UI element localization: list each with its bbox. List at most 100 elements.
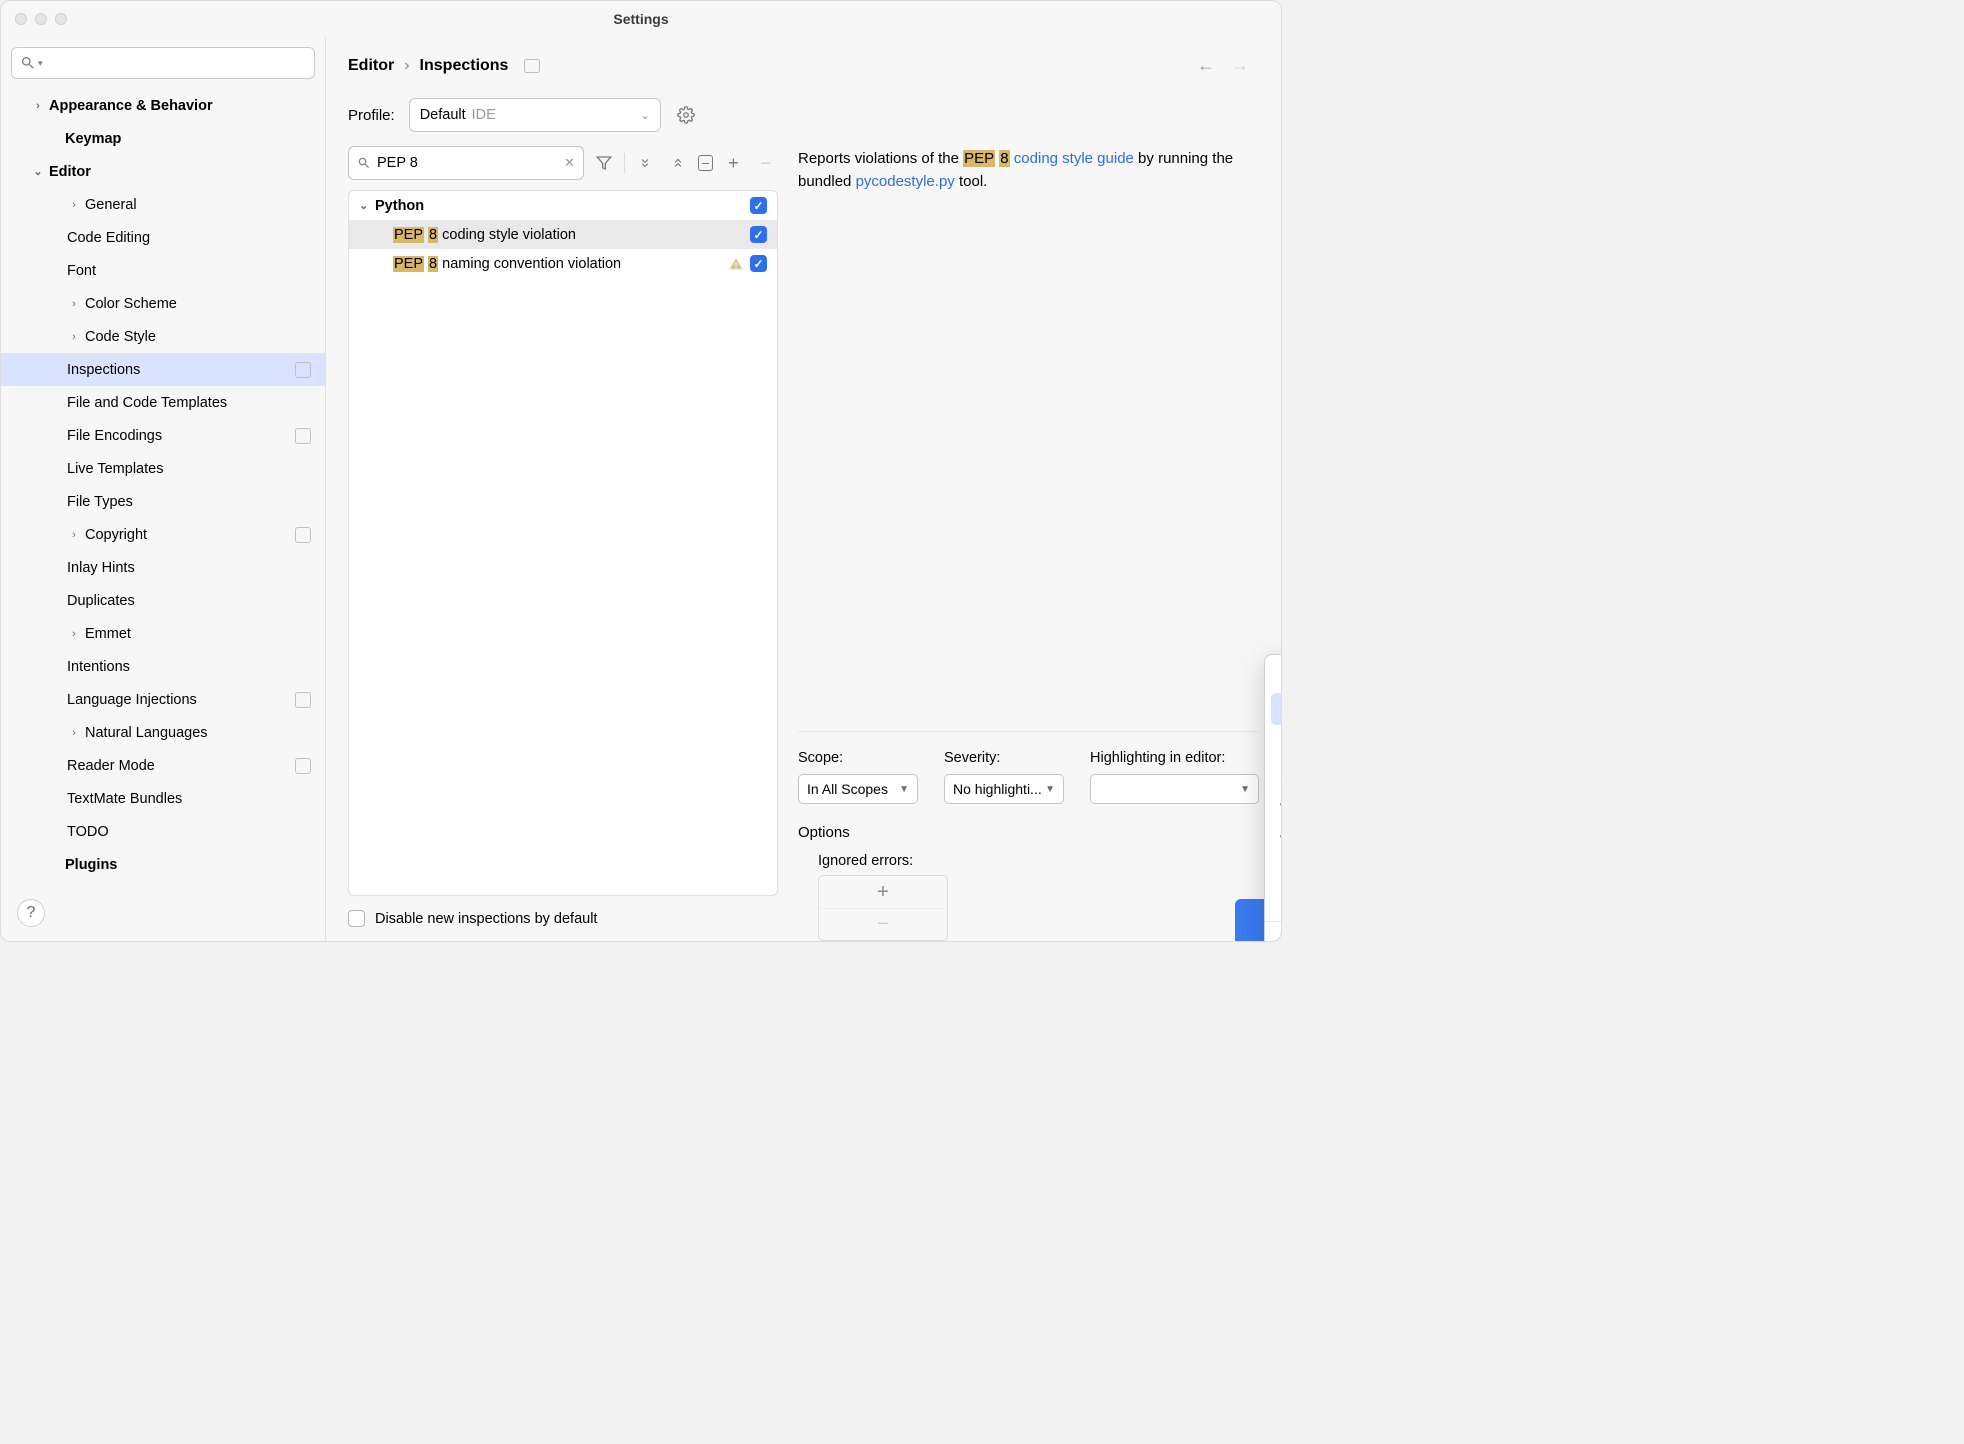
sidebar-item[interactable]: Keymap — [1, 122, 325, 155]
main-panel: Editor › Inspections ← → Profile: Defaul… — [326, 37, 1281, 941]
add-ignored-button[interactable]: + — [819, 876, 947, 908]
blank-icon — [1279, 893, 1282, 909]
remove-ignored-button[interactable]: − — [819, 908, 947, 940]
nav-back-icon[interactable]: ← — [1197, 55, 1215, 76]
chevron-icon: › — [67, 529, 81, 541]
sidebar-item[interactable]: TextMate Bundles — [1, 782, 325, 815]
sidebar-item[interactable]: ›General — [1, 188, 325, 221]
sidebar-item[interactable]: Inlay Hints — [1, 551, 325, 584]
sidebar-search-input[interactable]: ▾ — [11, 47, 315, 79]
inspection-search-input[interactable] — [377, 155, 564, 171]
profile-gear-button[interactable] — [675, 104, 697, 126]
severity-option[interactable]: Grammar Error — [1265, 789, 1282, 821]
chevron-icon: › — [67, 298, 81, 310]
inspection-checkbox[interactable] — [750, 255, 767, 272]
sidebar-item-label: General — [85, 197, 325, 213]
category-checkbox[interactable] — [750, 197, 767, 214]
sidebar-item[interactable]: Inspections — [1, 353, 325, 386]
sidebar-item-label: File Types — [67, 494, 325, 510]
sidebar-item[interactable]: Duplicates — [1, 584, 325, 617]
sidebar-item-label: File and Code Templates — [67, 395, 325, 411]
add-button[interactable]: + — [721, 150, 745, 176]
severity-option[interactable]: Weak Warning — [1265, 725, 1282, 757]
inspection-search[interactable]: ✕ — [348, 146, 584, 180]
sidebar-item-label: Appearance & Behavior — [49, 98, 325, 114]
severity-option[interactable]: Typo — [1265, 821, 1282, 853]
warning-icon — [1279, 701, 1282, 717]
project-badge-icon — [295, 692, 311, 708]
filter-icon — [596, 155, 612, 171]
sidebar-item[interactable]: Code Editing — [1, 221, 325, 254]
sidebar-item[interactable]: TODO — [1, 815, 325, 848]
severity-option[interactable]: Server Problem — [1265, 757, 1282, 789]
sidebar-item[interactable]: File and Code Templates — [1, 386, 325, 419]
project-badge-icon — [295, 428, 311, 444]
sidebar-item-label: Inlay Hints — [67, 560, 325, 576]
sidebar-item-label: Font — [67, 263, 325, 279]
inspection-checkbox[interactable] — [750, 226, 767, 243]
nav-forward-icon[interactable]: → — [1231, 55, 1249, 76]
help-button[interactable]: ? — [17, 899, 45, 927]
disable-button[interactable]: − — [698, 155, 713, 171]
scope-select[interactable]: In All Scopes▼ — [798, 774, 918, 804]
sidebar-item-label: Code Editing — [67, 230, 325, 246]
severity-option[interactable]: Error — [1265, 661, 1282, 693]
disable-new-checkbox[interactable] — [348, 910, 365, 927]
sidebar-item[interactable]: ›Natural Languages — [1, 716, 325, 749]
collapse-all-button[interactable] — [666, 150, 690, 176]
severity-option[interactable]: Warning — [1271, 693, 1282, 725]
sidebar-search: ▾ — [11, 47, 315, 79]
sidebar-item[interactable]: File Encodings — [1, 419, 325, 452]
sidebar-item[interactable]: Live Templates — [1, 452, 325, 485]
gear-icon — [677, 106, 695, 124]
sidebar-item[interactable]: ⌄Editor — [1, 155, 325, 188]
inspection-details: Reports violations of the PEP 8 coding s… — [798, 146, 1281, 941]
severity-select[interactable]: No highlighti...▼ — [944, 774, 1064, 804]
category-label: Python — [373, 198, 750, 214]
sidebar-item-label: TextMate Bundles — [67, 791, 325, 807]
inspection-item[interactable]: PEP 8 coding style violation — [349, 220, 777, 249]
sidebar-item[interactable]: Language Injections — [1, 683, 325, 716]
sidebar-tree: ›Appearance & BehaviorKeymap⌄Editor›Gene… — [1, 89, 325, 941]
profile-select[interactable]: Default IDE ⌄ — [409, 98, 661, 132]
profile-value: Default — [420, 107, 466, 123]
severity-option[interactable]: No highlighting (fix available) — [1265, 885, 1282, 917]
sidebar-item-label: Inspections — [67, 362, 295, 378]
chevron-icon: ⌄ — [31, 165, 45, 178]
clear-search-icon[interactable]: ✕ — [564, 155, 575, 171]
inspection-tree: ⌄ Python PEP 8 coding style violationPEP… — [348, 190, 778, 896]
breadcrumb: Editor › Inspections — [348, 57, 540, 75]
filter-button[interactable] — [592, 150, 616, 176]
search-icon — [357, 156, 371, 170]
sidebar-item[interactable]: ›Color Scheme — [1, 287, 325, 320]
grammar-icon — [1279, 797, 1282, 813]
sidebar-item[interactable]: Plugins — [1, 848, 325, 881]
sidebar-item[interactable]: ›Copyright — [1, 518, 325, 551]
sidebar-item[interactable]: Intentions — [1, 650, 325, 683]
sidebar-item[interactable]: ›Emmet — [1, 617, 325, 650]
remove-button[interactable]: − — [754, 150, 778, 176]
sidebar-item[interactable]: Font — [1, 254, 325, 287]
inspection-item[interactable]: PEP 8 naming convention violation — [349, 249, 777, 278]
typo-icon — [1279, 829, 1282, 845]
error-icon — [1279, 669, 1282, 685]
pycodestyle-link[interactable]: pycodestyle.py — [856, 173, 955, 190]
sidebar-item[interactable]: File Types — [1, 485, 325, 518]
edit-severities-item[interactable]: Edit Severities... — [1265, 926, 1282, 942]
sidebar-item-label: Plugins — [65, 857, 325, 873]
expand-all-button[interactable] — [633, 150, 657, 176]
style-guide-link[interactable]: coding style guide — [1014, 150, 1134, 167]
sidebar-item-label: Reader Mode — [67, 758, 295, 774]
sidebar-item[interactable]: ›Code Style — [1, 320, 325, 353]
sidebar-item[interactable]: Reader Mode — [1, 749, 325, 782]
highlighting-select[interactable]: ▼ — [1090, 774, 1259, 804]
titlebar: Settings — [1, 1, 1281, 37]
search-icon — [20, 55, 36, 71]
breadcrumb-parent[interactable]: Editor — [348, 57, 394, 75]
inspection-category[interactable]: ⌄ Python — [349, 191, 777, 220]
sidebar-item[interactable]: ›Appearance & Behavior — [1, 89, 325, 122]
severity-option[interactable]: Consideration — [1265, 853, 1282, 885]
sidebar-item-label: Code Style — [85, 329, 325, 345]
search-dropdown-icon[interactable]: ▾ — [38, 58, 43, 69]
project-badge-icon — [295, 758, 311, 774]
